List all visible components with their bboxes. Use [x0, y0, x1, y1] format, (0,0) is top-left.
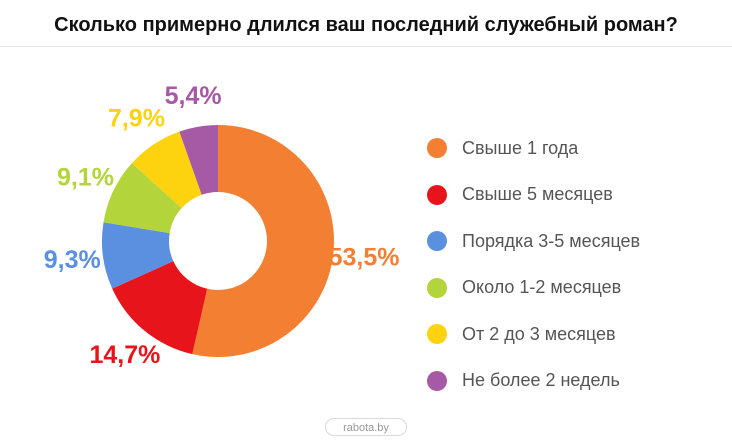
legend-label: Около 1-2 месяцев — [462, 277, 622, 298]
legend-item-5: От 2 до 3 месяцев — [427, 311, 640, 358]
source-watermark: rabota.by — [325, 418, 407, 436]
pie-slice-4 — [103, 163, 182, 234]
legend-swatch — [427, 184, 447, 205]
legend-item-4: Около 1-2 месяцев — [427, 265, 640, 312]
slice-label-5: 7,9% — [108, 105, 165, 133]
legend-label: Свыше 1 года — [462, 137, 579, 158]
slice-label-6: 5,4% — [165, 82, 222, 110]
legend-label: Не более 2 недель — [462, 370, 620, 391]
slice-label-2: 14,7% — [89, 341, 160, 369]
pie-slice-3 — [102, 222, 174, 289]
pie-slice-2 — [112, 261, 208, 355]
slice-label-4: 9,1% — [57, 163, 114, 191]
slice-label-3: 9,3% — [44, 246, 101, 274]
pie-slice-1 — [192, 125, 335, 357]
legend-item-3: Порядка 3-5 месяцев — [427, 218, 640, 265]
chart-legend: Свыше 1 года Свыше 5 месяцев Порядка 3-5 м… — [427, 125, 640, 404]
pie-slice-6 — [179, 125, 218, 195]
legend-label: Порядка 3-5 месяцев — [462, 230, 641, 251]
legend-swatch — [427, 138, 447, 159]
legend-item-2: Свыше 5 месяцев — [427, 172, 640, 219]
legend-swatch — [427, 370, 447, 391]
legend-item-6: Не более 2 недель — [427, 358, 640, 405]
slice-label-1: 53,5% — [329, 243, 400, 271]
pie-slice-5 — [131, 131, 202, 209]
legend-item-1: Свыше 1 года — [427, 125, 640, 172]
legend-label: От 2 до 3 месяцев — [462, 323, 616, 344]
legend-swatch — [427, 324, 447, 345]
title-divider — [0, 46, 732, 47]
legend-swatch — [427, 231, 447, 252]
chart-title: Сколько примерно длился ваш последний сл… — [54, 14, 678, 36]
legend-swatch — [427, 277, 447, 298]
legend-label: Свыше 5 месяцев — [462, 184, 613, 205]
